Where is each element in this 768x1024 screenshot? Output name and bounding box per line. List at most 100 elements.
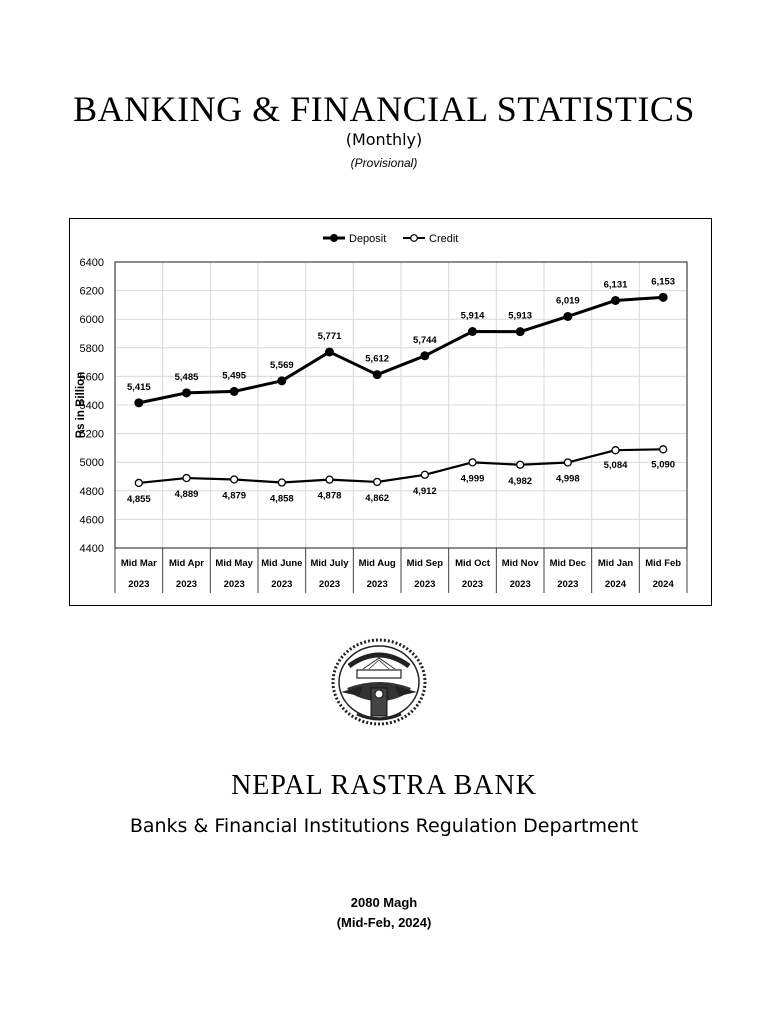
deposit-data-label: 5,744: [413, 335, 437, 346]
series-line-deposit: [138, 295, 664, 405]
deposit-credit-chart: 4400 4600 4800 5000 5200 5400 5600 5800 6000 6200…: [69, 218, 712, 606]
legend-deposit-label: Deposit: [349, 233, 386, 245]
y-tick-label: 4600: [80, 514, 104, 526]
x-tick-label: Mid May: [215, 558, 253, 569]
y-tick-label: 5600: [80, 371, 104, 383]
x-tick-year: 2024: [605, 579, 627, 590]
x-tick-year: 2023: [224, 579, 245, 590]
y-tick-label: 4800: [80, 486, 104, 498]
deposit-marker: [420, 351, 430, 361]
credit-marker: [659, 445, 668, 454]
deposit-data-label: 6,131: [604, 279, 628, 290]
deposit-data-label: 5,415: [127, 382, 151, 393]
y-tick-label: 5400: [80, 400, 104, 412]
legend-credit-label: Credit: [429, 233, 458, 245]
y-axis-label: Rs in Billion: [75, 372, 87, 438]
credit-data-label: 4,912: [413, 486, 437, 497]
credit-data-label: 4,862: [365, 493, 389, 504]
credit-data-label: 4,982: [508, 476, 532, 487]
x-tick-year: 2023: [367, 579, 388, 590]
deposit-marker: [611, 295, 620, 305]
credit-data-label: 4,998: [556, 473, 580, 484]
credit-marker: [468, 458, 477, 467]
x-tick-year: 2024: [653, 579, 675, 590]
credit-data-label: 4,855: [127, 494, 151, 505]
x-tick-label: Mid Feb: [645, 558, 681, 569]
y-tick-label: 5000: [80, 457, 104, 469]
document-subtitle: (Monthly): [345, 130, 423, 149]
legend-credit-marker: [410, 234, 418, 242]
deposit-data-label: 5,495: [222, 370, 246, 381]
deposit-marker: [468, 326, 477, 336]
deposit-marker: [277, 376, 287, 386]
nrb-emblem-icon: [327, 636, 431, 732]
y-tick-label: 6200: [80, 286, 104, 298]
department-name: Banks & Financial Institutions Regulatio…: [129, 815, 639, 837]
report-date-english: (Mid-Feb, 2024): [336, 915, 432, 930]
x-tick-label: Mid Dec: [550, 558, 586, 569]
credit-marker: [420, 470, 429, 479]
deposit-data-label: 5,612: [365, 354, 389, 365]
x-tick-year: 2023: [462, 579, 483, 590]
deposit-marker: [658, 292, 668, 302]
deposit-data-label: 5,913: [508, 311, 532, 322]
provisional-note: (Provisional): [350, 156, 418, 170]
x-tick-label: Mid Oct: [455, 558, 491, 569]
credit-marker: [563, 458, 572, 467]
x-tick-label: Mid July: [310, 558, 349, 569]
deposit-marker: [372, 370, 382, 380]
credit-marker: [516, 460, 525, 469]
x-tick-year: 2023: [128, 579, 149, 590]
credit-data-label: 5,084: [604, 460, 628, 471]
y-tick-label: 5800: [80, 343, 104, 355]
y-tick-label: 6400: [80, 257, 104, 269]
deposit-data-label: 5,485: [175, 372, 199, 383]
x-tick-year: 2023: [176, 579, 197, 590]
y-tick-label: 4400: [80, 543, 104, 555]
deposit-data-label: 5,569: [270, 360, 294, 371]
deposit-marker: [515, 327, 525, 337]
x-tick-label: Mid Sep: [407, 558, 444, 569]
credit-marker: [182, 473, 191, 483]
x-tick-year: 2023: [557, 579, 578, 590]
x-tick-label: Mid Jan: [598, 558, 634, 569]
y-tick-label: 6000: [80, 314, 104, 326]
deposit-data-label: 5,914: [461, 310, 485, 321]
x-tick-label: Mid June: [261, 558, 302, 569]
x-tick-label: Mid Mar: [121, 558, 157, 569]
series-line-credit: [138, 448, 664, 485]
x-tick-year: 2023: [414, 579, 435, 590]
credit-marker: [325, 475, 334, 484]
x-tick-label: Mid Nov: [502, 558, 540, 569]
credit-data-label: 4,999: [461, 473, 485, 484]
credit-data-label: 4,889: [175, 489, 199, 500]
deposit-marker: [229, 386, 239, 396]
legend-deposit-marker: [330, 234, 338, 242]
x-tick-year: 2023: [510, 579, 531, 590]
document-title: BANKING & FINANCIAL STATISTICS: [73, 89, 695, 129]
credit-data-label: 4,879: [222, 491, 246, 502]
bank-name: NEPAL RASTRA BANK: [231, 770, 537, 801]
deposit-marker: [182, 388, 191, 398]
report-date-nepali: 2080 Magh: [350, 895, 418, 910]
credit-marker: [611, 446, 620, 455]
x-tick-label: Mid Apr: [169, 558, 204, 569]
credit-marker: [230, 475, 239, 484]
deposit-data-label: 5,771: [318, 331, 342, 342]
credit-data-label: 4,878: [318, 491, 342, 502]
credit-data-label: 4,858: [270, 494, 294, 505]
credit-marker: [277, 478, 286, 487]
deposit-marker: [325, 347, 334, 357]
y-tick-label: 5200: [80, 429, 104, 441]
deposit-marker: [563, 311, 573, 321]
x-tick-year: 2023: [271, 579, 292, 590]
deposit-data-label: 6,153: [651, 276, 675, 287]
credit-data-label: 5,090: [651, 459, 675, 470]
deposit-marker: [134, 398, 144, 408]
line-chart: 4400 4600 4800 5000 5200 5400 5600 5800 6000 6200…: [75, 233, 688, 593]
credit-marker: [134, 478, 143, 488]
x-tick-label: Mid Aug: [359, 558, 396, 569]
credit-marker: [373, 477, 382, 487]
x-tick-year: 2023: [319, 579, 340, 590]
deposit-data-label: 6,019: [556, 295, 580, 306]
